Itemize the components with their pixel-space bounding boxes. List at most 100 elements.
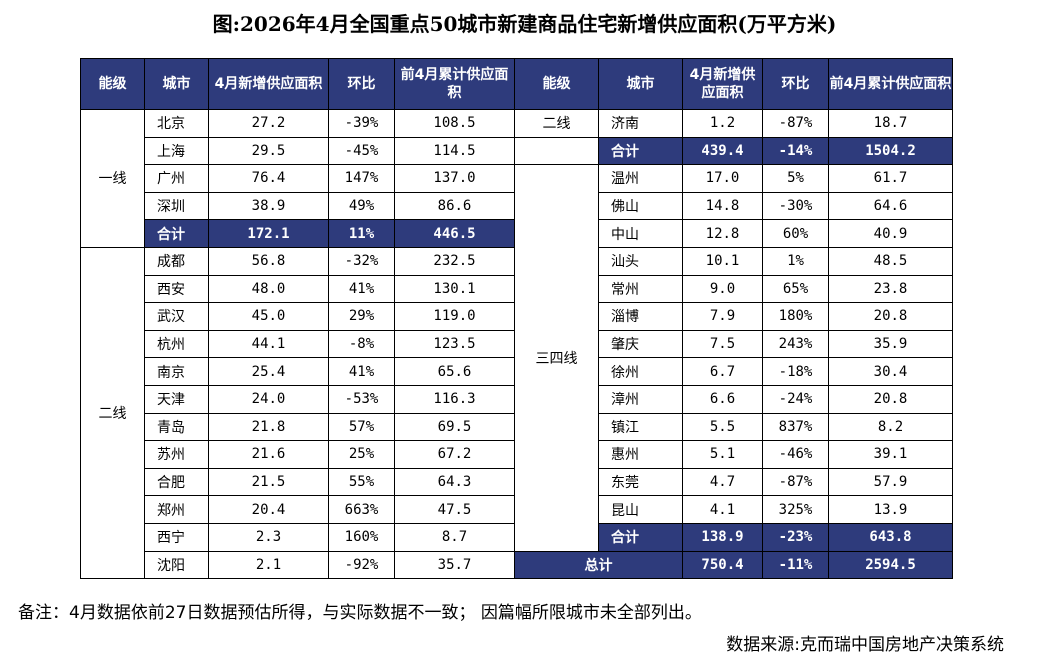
mom-value: -45% [328, 136, 395, 166]
city-name: 广州 [144, 164, 209, 193]
sum-label: 合计 [144, 219, 209, 248]
new-supply-value: 21.6 [208, 440, 329, 469]
table-row: 广州 76.4 147% 137.0 三四线 温州 17.0 5% 61.7 [81, 164, 953, 552]
cumulative-value: 67.2 [394, 440, 515, 469]
city-name: 成都 [144, 246, 209, 276]
header-cumulative: 前4月累计供应面积 [394, 58, 515, 110]
new-supply-value: 44.1 [208, 329, 329, 359]
data-source: 数据来源:克而瑞中国房地产决策系统 [726, 635, 1004, 655]
table-row: 沈阳 2.1 -92% 35.7 总计 750.4 -11% 2594.5 [81, 550, 953, 580]
mom-value: 41% [328, 357, 395, 386]
mom-value: 243% [762, 329, 829, 359]
table-row: 杭州 44.1 -8% 123.5 肇庆 7.5 243% 35.9 [81, 329, 953, 359]
header-new-supply-right: 4月新增供应面积 [682, 58, 763, 110]
mom-value: 5% [762, 164, 829, 193]
cumulative-value: 39.1 [828, 440, 953, 469]
city-name: 郑州 [144, 495, 209, 524]
tier-label: 三四线 [514, 164, 599, 552]
cumulative-value: 20.8 [828, 302, 953, 331]
new-supply-value: 6.6 [682, 384, 763, 414]
header-new-supply: 4月新增供应面积 [208, 58, 329, 110]
cumulative-value: 69.5 [394, 412, 515, 442]
city-name: 肇庆 [598, 329, 683, 359]
new-supply-value: 45.0 [208, 302, 329, 331]
new-supply-value: 24.0 [208, 384, 329, 414]
city-name: 温州 [598, 164, 683, 193]
cumulative-value: 446.5 [394, 219, 515, 248]
city-name: 济南 [598, 109, 683, 138]
mom-value: 65% [762, 274, 829, 304]
mom-value: 49% [328, 191, 395, 221]
new-supply-value: 14.8 [682, 191, 763, 221]
cumulative-value: 35.9 [828, 329, 953, 359]
mom-value: 160% [328, 522, 395, 552]
new-supply-value: 439.4 [682, 136, 763, 166]
table-row: 深圳 38.9 49% 86.6 佛山 14.8 -30% 64.6 [81, 191, 953, 221]
header-city: 城市 [144, 58, 209, 110]
new-supply-value: 21.5 [208, 467, 329, 497]
cumulative-value: 116.3 [394, 384, 515, 414]
city-name: 汕头 [598, 246, 683, 276]
footnote: 备注：4月数据依前27日数据预估所得，与实际数据不一致； 因篇幅所限城市未全部列… [18, 603, 702, 623]
table-row: 合肥 21.5 55% 64.3 东莞 4.7 -87% 57.9 [81, 467, 953, 497]
table-row: 苏州 21.6 25% 67.2 惠州 5.1 -46% 39.1 [81, 440, 953, 469]
cumulative-value: 23.8 [828, 274, 953, 304]
cumulative-value: 8.7 [394, 522, 515, 552]
mom-value: 55% [328, 467, 395, 497]
new-supply-value: 6.7 [682, 357, 763, 386]
new-supply-value: 12.8 [682, 219, 763, 248]
city-name: 淄博 [598, 302, 683, 331]
cumulative-value: 8.2 [828, 412, 953, 442]
city-name: 西宁 [144, 522, 209, 552]
city-name: 常州 [598, 274, 683, 304]
new-supply-value: 5.5 [682, 412, 763, 442]
mom-value: 663% [328, 495, 395, 524]
new-supply-value: 10.1 [682, 246, 763, 276]
supply-table: 能级 城市 4月新增供应面积 环比 前4月累计供应面积 能级 城市 4月新增供应… [80, 58, 953, 580]
new-supply-value: 4.7 [682, 467, 763, 497]
city-name: 东莞 [598, 467, 683, 497]
city-name: 镇江 [598, 412, 683, 442]
page-title: 图:2026年4月全国重点50城市新建商品住宅新增供应面积(万平方米) [212, 12, 837, 36]
table-row: 南京 25.4 41% 65.6 徐州 6.7 -18% 30.4 [81, 357, 953, 386]
mom-value: -24% [762, 384, 829, 414]
header-city-right: 城市 [598, 58, 683, 110]
new-supply-value: 25.4 [208, 357, 329, 386]
header-mom: 环比 [328, 58, 395, 110]
cumulative-value: 65.6 [394, 357, 515, 386]
mom-value: -87% [762, 109, 829, 138]
cumulative-value: 40.9 [828, 219, 953, 248]
tier-label: 二线 [80, 246, 145, 580]
cumulative-value: 643.8 [828, 522, 953, 552]
tier-label: 二线 [514, 109, 599, 138]
mom-value: 41% [328, 274, 395, 304]
mom-value: -32% [328, 246, 395, 276]
new-supply-value: 48.0 [208, 274, 329, 304]
mom-value: -92% [328, 550, 395, 580]
cumulative-value: 18.7 [828, 109, 953, 138]
new-supply-value: 17.0 [682, 164, 763, 193]
new-supply-value: 172.1 [208, 219, 329, 248]
sum-label: 合计 [598, 522, 683, 552]
city-name: 天津 [144, 384, 209, 414]
new-supply-value: 29.5 [208, 136, 329, 166]
new-supply-value: 2.3 [208, 522, 329, 552]
mom-value: -53% [328, 384, 395, 414]
cumulative-value: 64.6 [828, 191, 953, 221]
total-label: 总计 [514, 550, 683, 580]
city-name: 南京 [144, 357, 209, 386]
mom-value: -8% [328, 329, 395, 359]
city-name: 惠州 [598, 440, 683, 469]
mom-value: -30% [762, 191, 829, 221]
city-name: 武汉 [144, 302, 209, 331]
cumulative-value: 2594.5 [828, 550, 953, 580]
city-name: 沈阳 [144, 550, 209, 580]
city-name: 佛山 [598, 191, 683, 221]
city-name: 青岛 [144, 412, 209, 442]
city-name: 西安 [144, 274, 209, 304]
cumulative-value: 47.5 [394, 495, 515, 524]
table-row: 一线 北京 27.2 -39% 108.5 二线 济南 1.2 -87% 18.7 [80, 109, 953, 248]
cumulative-value: 137.0 [394, 164, 515, 193]
cumulative-value: 119.0 [394, 302, 515, 331]
